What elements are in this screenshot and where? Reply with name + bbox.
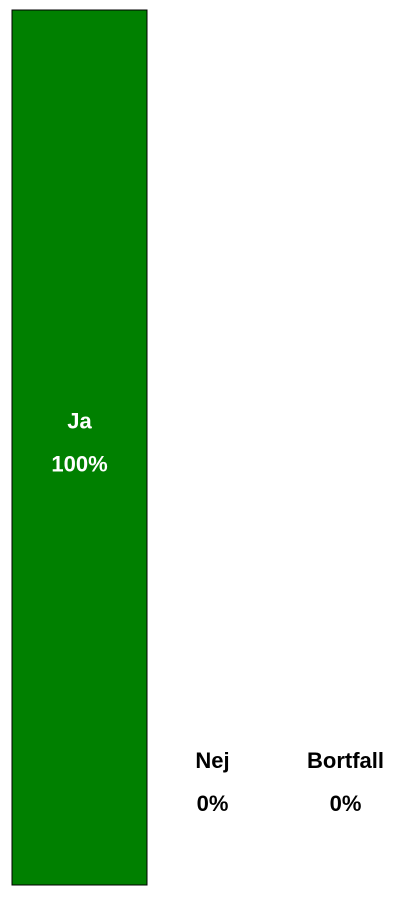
category-label: Nej <box>195 748 229 773</box>
bar <box>11 9 148 886</box>
category-label: Bortfall <box>307 748 384 773</box>
value-label: 100% <box>51 451 107 476</box>
value-label: 0% <box>330 791 362 816</box>
category-label: Ja <box>67 408 92 433</box>
value-label: 0% <box>197 791 229 816</box>
